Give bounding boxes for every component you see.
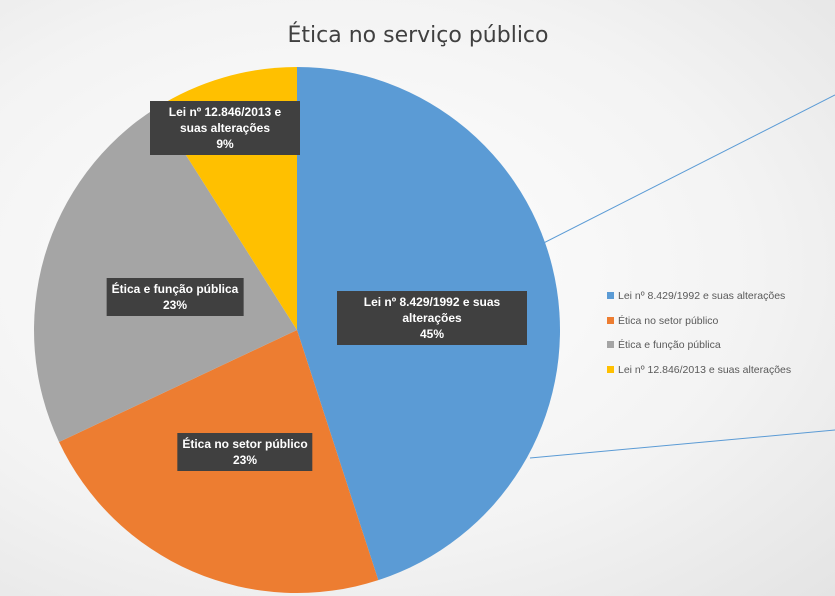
data-label-name: Lei nº 12.846/2013 e suas alterações: [168, 105, 282, 135]
chart-title: Ética no serviço público: [288, 22, 549, 48]
data-label: Ética e função pública 23%: [106, 278, 244, 316]
legend-item: Lei nº 12.846/2013 e suas alterações: [607, 364, 791, 376]
legend-label: Ética no setor público: [618, 314, 719, 327]
legend-swatch: [607, 292, 614, 299]
legend-item: Ética e função pública: [607, 339, 721, 351]
legend-label: Lei nº 12.846/2013 e suas alterações: [618, 363, 792, 376]
data-label-value: 45%: [419, 327, 445, 341]
data-label: Lei nº 12.846/2013 e suas alterações 9%: [150, 101, 300, 155]
leader-line: [519, 94, 835, 256]
legend-swatch: [607, 365, 614, 373]
legend-item: Lei nº 8.429/1992 e suas alterações: [607, 290, 785, 302]
data-label-value: 23%: [162, 298, 188, 312]
data-label-name: Ética no setor público: [182, 437, 308, 451]
data-label-name: Ética e função pública: [111, 282, 239, 296]
data-label-name: Lei nº 8.429/1992 e suas alterações: [363, 295, 501, 325]
legend-swatch: [607, 316, 614, 324]
data-label-value: 23%: [232, 453, 258, 467]
legend-label: Ética e função pública: [618, 339, 721, 351]
legend-swatch: [607, 341, 614, 348]
data-label: Ética no setor público 23%: [177, 433, 313, 471]
data-label-value: 9%: [216, 137, 234, 151]
legend-label: Lei nº 8.429/1992 e suas alterações: [618, 290, 786, 302]
legend-item: Ética no setor público: [607, 315, 718, 327]
pie-slice: [33, 107, 297, 442]
leader-line: [529, 429, 835, 459]
data-label: Lei nº 8.429/1992 e suas alterações 45%: [337, 291, 527, 345]
